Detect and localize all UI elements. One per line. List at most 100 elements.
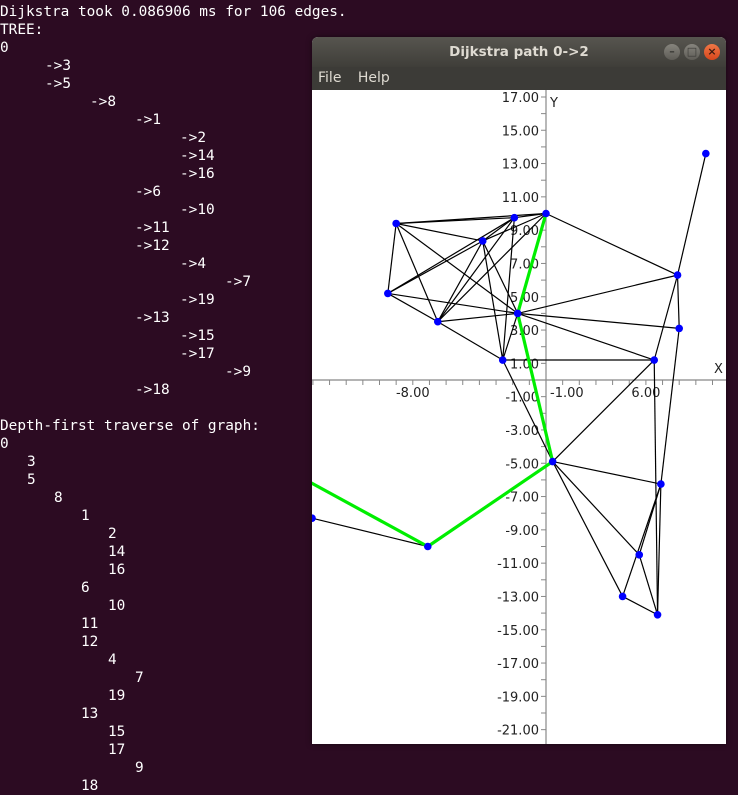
timing-line: Dijkstra took 0.086906 ms for 106 edges.: [0, 4, 347, 20]
graph-edge: [656, 484, 662, 615]
menu-file[interactable]: File: [318, 70, 342, 86]
dfs-item: 3: [27, 454, 36, 470]
y-tick-label: -17.00: [497, 657, 539, 672]
graph-edge: [552, 359, 655, 463]
y-tick-label: -5.00: [505, 457, 539, 472]
menu-help[interactable]: Help: [357, 70, 390, 86]
graph-edge: [387, 240, 484, 294]
y-tick-label: 15.00: [502, 124, 539, 139]
graph-edge: [552, 460, 662, 485]
tree-item: ->12: [135, 238, 170, 254]
tree-item: ->17: [180, 346, 215, 362]
graph-node: [478, 237, 487, 245]
dfs-item: 4: [108, 652, 117, 668]
graph-edge: [517, 274, 678, 314]
maximize-icon[interactable]: □: [684, 44, 700, 60]
path-edge: [516, 213, 548, 314]
graph-node: [542, 209, 550, 218]
tree-item: ->4: [180, 256, 206, 272]
tree-item: 0: [0, 40, 9, 56]
tree-item: ->10: [180, 202, 215, 218]
tree-item: ->1: [135, 112, 161, 128]
y-tick-label: 5.00: [510, 291, 539, 306]
graph-edge: [387, 292, 518, 314]
graph-edge: [437, 240, 484, 323]
title-bar[interactable]: Dijkstra path 0->2 – □ ×: [312, 37, 726, 67]
x-axis-label: X: [714, 362, 723, 377]
graph-edge: [502, 313, 519, 361]
graph-edge: [517, 312, 680, 329]
dfs-item: 16: [108, 562, 126, 578]
graph-node: [433, 317, 442, 326]
graph-node: [702, 149, 710, 158]
graph-edge: [482, 217, 515, 242]
graph-edge: [502, 359, 554, 462]
graph-node: [384, 289, 392, 298]
graph-plot: 17.0015.0013.0011.009.007.005.003.001.00…: [312, 90, 726, 744]
tree-item: ->19: [180, 292, 215, 308]
graph-edge: [502, 217, 515, 361]
y-tick-label: -13.00: [497, 590, 539, 605]
tree-item: ->6: [135, 184, 161, 200]
graph-edge: [660, 328, 680, 485]
y-tick-label: -7.00: [505, 491, 539, 506]
graph-node: [392, 219, 400, 228]
graph-node: [498, 356, 507, 364]
minimize-icon[interactable]: –: [664, 44, 680, 60]
close-icon[interactable]: ×: [704, 44, 720, 60]
y-tick-label: -15.00: [497, 624, 539, 639]
dfs-item: 19: [108, 688, 126, 704]
graph-edge: [653, 360, 659, 615]
y-tick-label: -19.00: [497, 690, 539, 705]
tree-item: ->16: [180, 166, 215, 182]
tree-item: ->13: [135, 310, 170, 326]
x-tick-label: 6.00: [631, 386, 660, 401]
dfs-item: 5: [27, 472, 36, 488]
graph-edge: [514, 212, 547, 219]
graph-edge: [552, 461, 624, 597]
graph-edge: [517, 312, 655, 361]
y-tick-label: 7.00: [510, 257, 539, 272]
dfs-item: 15: [108, 724, 126, 740]
graph-edge: [437, 321, 504, 361]
graph-edge: [395, 223, 519, 314]
dfs-item: 17: [108, 742, 126, 758]
tree-item: ->7: [225, 274, 251, 290]
graph-edge: [638, 554, 659, 615]
dfs-item: 7: [135, 670, 144, 686]
graph-node: [513, 309, 522, 318]
path-edge: [426, 460, 554, 548]
graph-edge: [676, 275, 680, 329]
graph-node: [650, 356, 659, 364]
window-title: Dijkstra path 0->2: [449, 44, 589, 60]
graph-edge: [545, 212, 678, 276]
tree-item: ->5: [45, 76, 71, 92]
graph-node: [675, 324, 683, 333]
graph-node: [657, 480, 665, 488]
graph-node: [423, 542, 432, 551]
tree-item: ->18: [135, 382, 170, 398]
x-tick-label: -1.00: [550, 386, 584, 401]
terminal: Dijkstra took 0.086906 ms for 106 edges.…: [0, 0, 347, 794]
graph-node: [312, 514, 316, 522]
dfs-item: 11: [81, 616, 99, 632]
graph-node: [653, 610, 662, 619]
dfs-item: 18: [81, 778, 99, 794]
dfs-item: 1: [81, 508, 90, 524]
tree-item: ->8: [90, 94, 116, 110]
dfs-item: 0: [0, 436, 9, 452]
y-tick-label: 3.00: [510, 324, 539, 339]
dfs-item: 14: [108, 544, 126, 560]
graph-node: [510, 213, 519, 222]
tree-header: TREE:: [0, 22, 44, 38]
graph-edge: [552, 461, 640, 556]
dfs-item: 12: [81, 634, 99, 650]
graph-node: [673, 271, 682, 279]
graph-node: [618, 592, 627, 601]
graph-edge: [396, 222, 483, 242]
graph-edge: [482, 212, 547, 242]
path-edge: [312, 481, 429, 548]
menu-bar: File Help: [312, 67, 726, 90]
graph-edge: [395, 223, 439, 322]
graph-edge: [437, 312, 518, 323]
